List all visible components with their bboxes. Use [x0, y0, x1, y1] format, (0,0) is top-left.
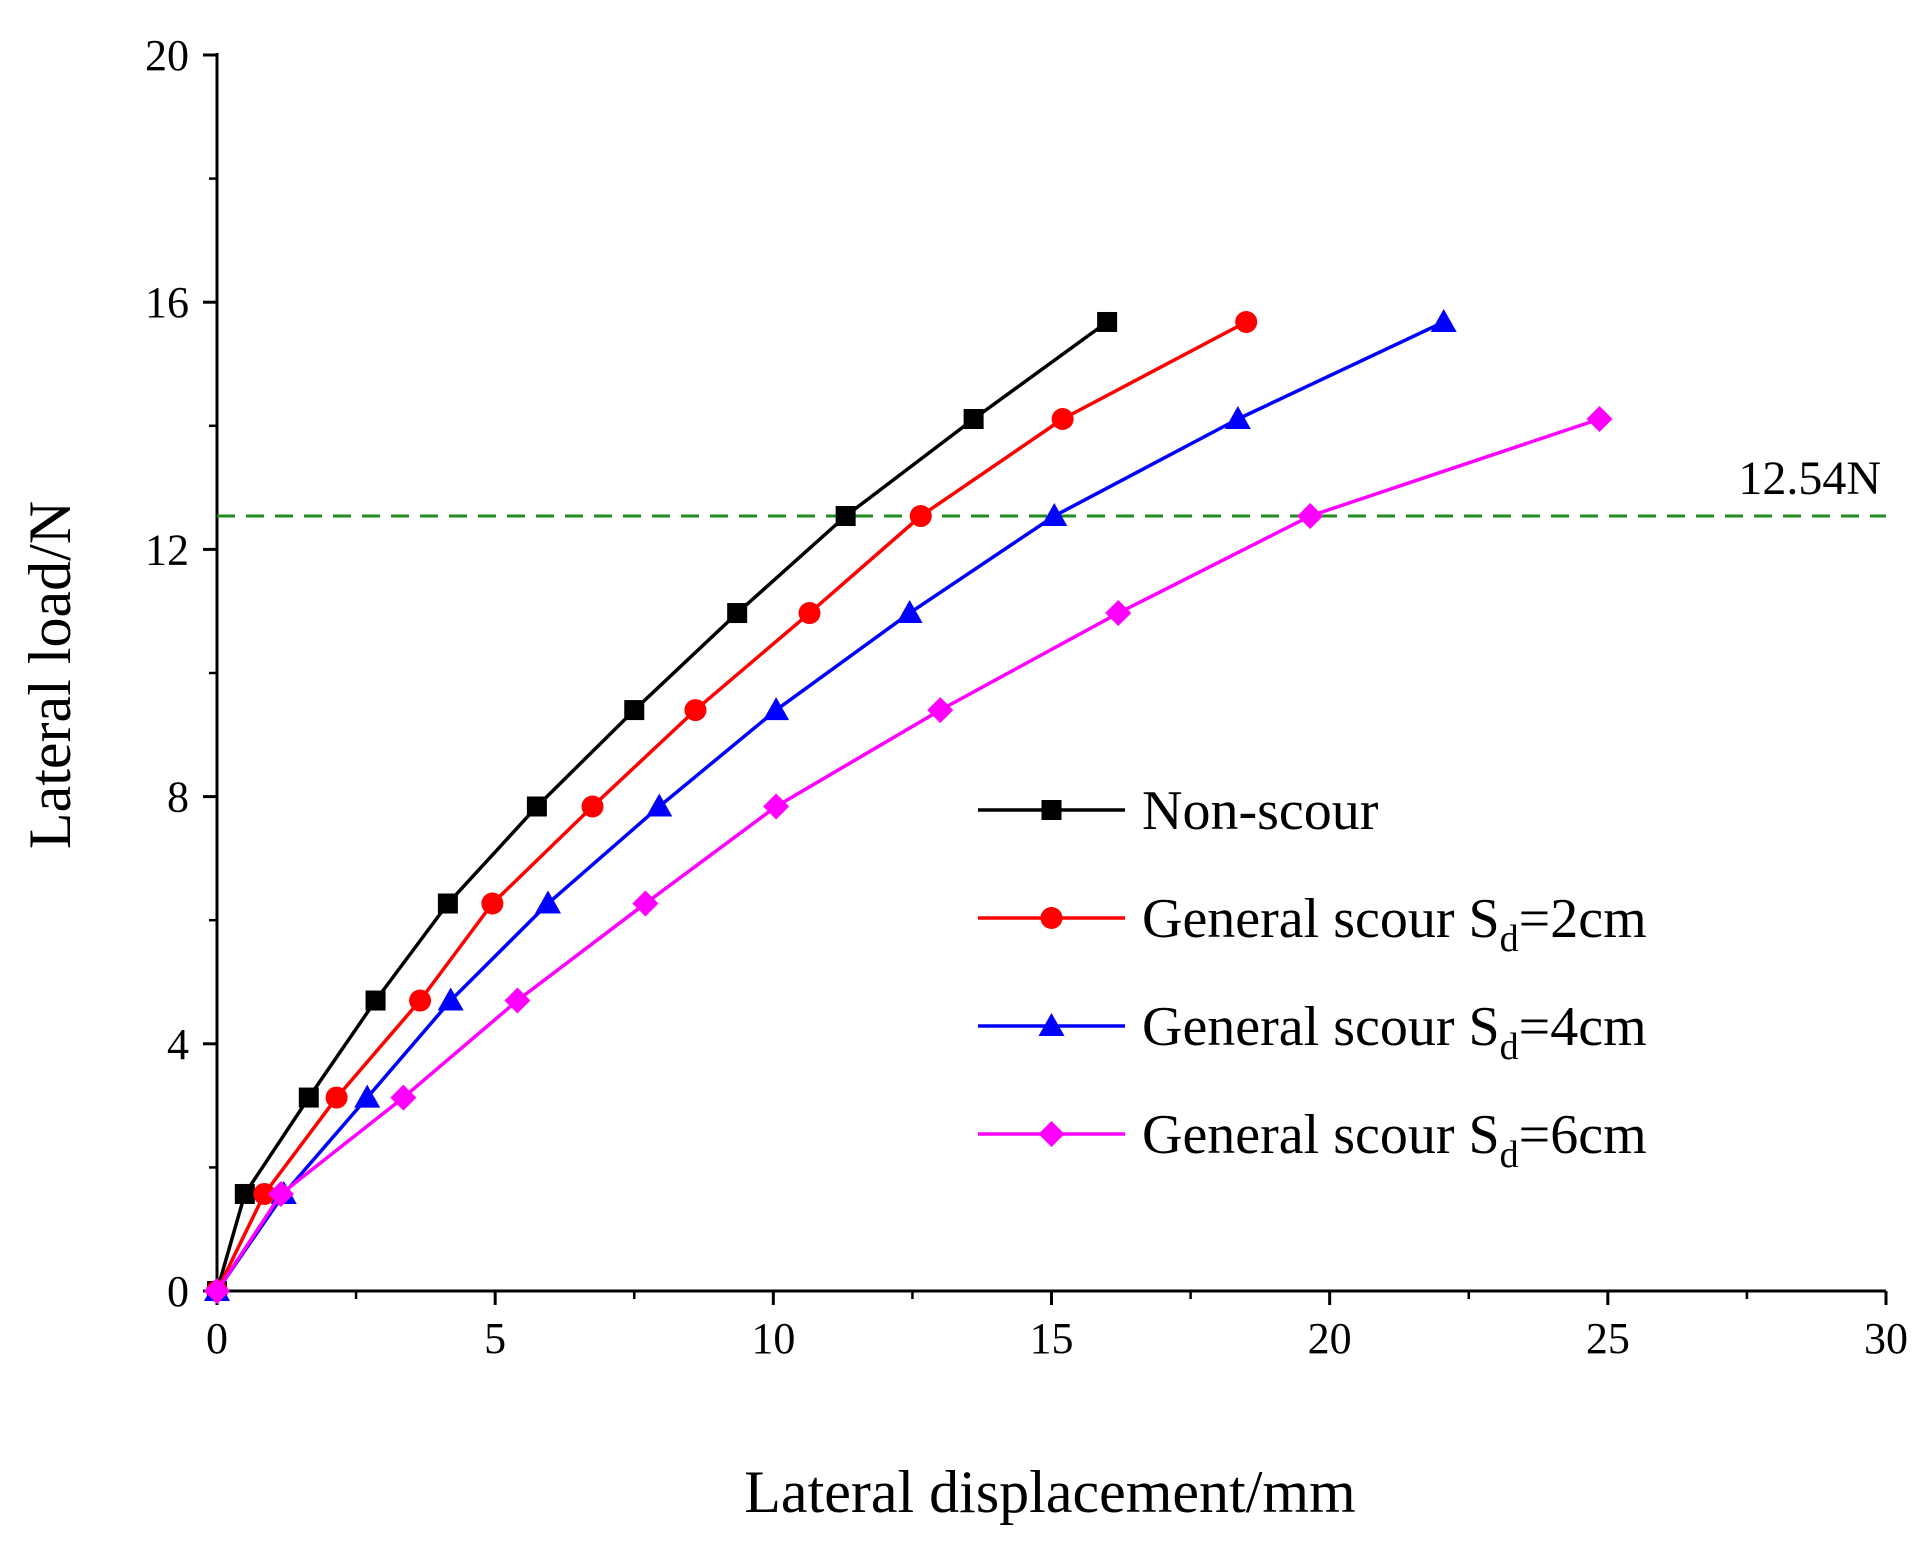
y-tick-label: 0 [167, 1267, 189, 1316]
legend-item-2: General scour Sd=2cm [978, 888, 1647, 960]
data-point [437, 987, 464, 1011]
reference-line-group: 12.54N [217, 452, 1886, 518]
data-point [1586, 406, 1613, 433]
data-point [1224, 406, 1251, 430]
legend-marker [1041, 800, 1062, 820]
legend-marker [1040, 907, 1063, 929]
data-point [365, 990, 386, 1011]
data-point [963, 409, 984, 430]
series-group [204, 308, 1613, 1304]
y-tick-label: 16 [145, 278, 189, 327]
data-point [1105, 600, 1132, 627]
data-point [632, 890, 659, 917]
data-point [927, 697, 954, 724]
data-point [526, 796, 547, 817]
legend-item-4: General scour Sd=6cm [978, 1104, 1647, 1176]
data-point [1097, 311, 1118, 332]
data-point [909, 505, 932, 528]
data-point [298, 1087, 319, 1108]
data-point [798, 602, 821, 625]
data-point [204, 1278, 230, 1304]
data-point [354, 1084, 381, 1108]
y-tick-label: 20 [145, 31, 189, 80]
data-point [835, 506, 856, 527]
axes: 0 4 8 12 16 20 0 5 10 15 20 25 30 [145, 31, 1908, 1363]
y-tick-label: 8 [167, 773, 189, 822]
data-point [624, 700, 645, 721]
data-point [1430, 308, 1457, 332]
reference-line-label: 12.54N [1738, 452, 1881, 505]
data-point [1235, 310, 1258, 333]
x-tick-label: 30 [1864, 1314, 1908, 1363]
data-point [1041, 503, 1068, 527]
x-tick-label: 20 [1308, 1314, 1352, 1363]
data-point [409, 989, 432, 1012]
x-tick-label: 5 [484, 1314, 506, 1363]
x-axis-title: Lateral displacement/mm [744, 1459, 1355, 1525]
data-point [481, 892, 504, 915]
data-point [684, 699, 707, 722]
x-tick-label: 15 [1030, 1314, 1074, 1363]
legend-label: Non-scour [1142, 780, 1379, 842]
legend-label: General scour Sd=4cm [1142, 996, 1647, 1068]
data-point [1051, 408, 1074, 431]
data-point [646, 793, 673, 817]
series-line [215, 417, 1601, 1292]
legend-marker [1038, 1013, 1065, 1036]
data-point [253, 1182, 276, 1205]
data-point [267, 1180, 294, 1207]
x-tick-label: 0 [206, 1314, 228, 1363]
series-4 [204, 406, 1613, 1304]
data-point [763, 697, 790, 721]
data-point [727, 603, 748, 624]
data-point [325, 1086, 348, 1109]
y-tick-label: 4 [167, 1020, 189, 1069]
y-tick-label: 12 [145, 525, 189, 574]
data-point [234, 1183, 255, 1204]
legend-marker [1038, 1121, 1065, 1147]
x-tick-label: 10 [751, 1314, 795, 1363]
data-point [1297, 503, 1324, 530]
legend-item-3: General scour Sd=4cm [978, 996, 1647, 1068]
legend: Non-scour General scour Sd=2cm General sco… [978, 780, 1647, 1176]
x-tick-label: 25 [1586, 1314, 1630, 1363]
legend-label: General scour Sd=6cm [1142, 1104, 1647, 1176]
data-point [581, 795, 604, 818]
data-point [390, 1084, 417, 1111]
data-point [763, 793, 790, 820]
data-point [535, 890, 562, 914]
y-axis-title: Lateral load/N [17, 501, 83, 849]
legend-label: General scour Sd=2cm [1142, 888, 1647, 960]
legend-item-1: Non-scour [978, 780, 1379, 842]
data-point [896, 600, 923, 624]
data-point [504, 987, 531, 1014]
data-point [437, 893, 458, 914]
